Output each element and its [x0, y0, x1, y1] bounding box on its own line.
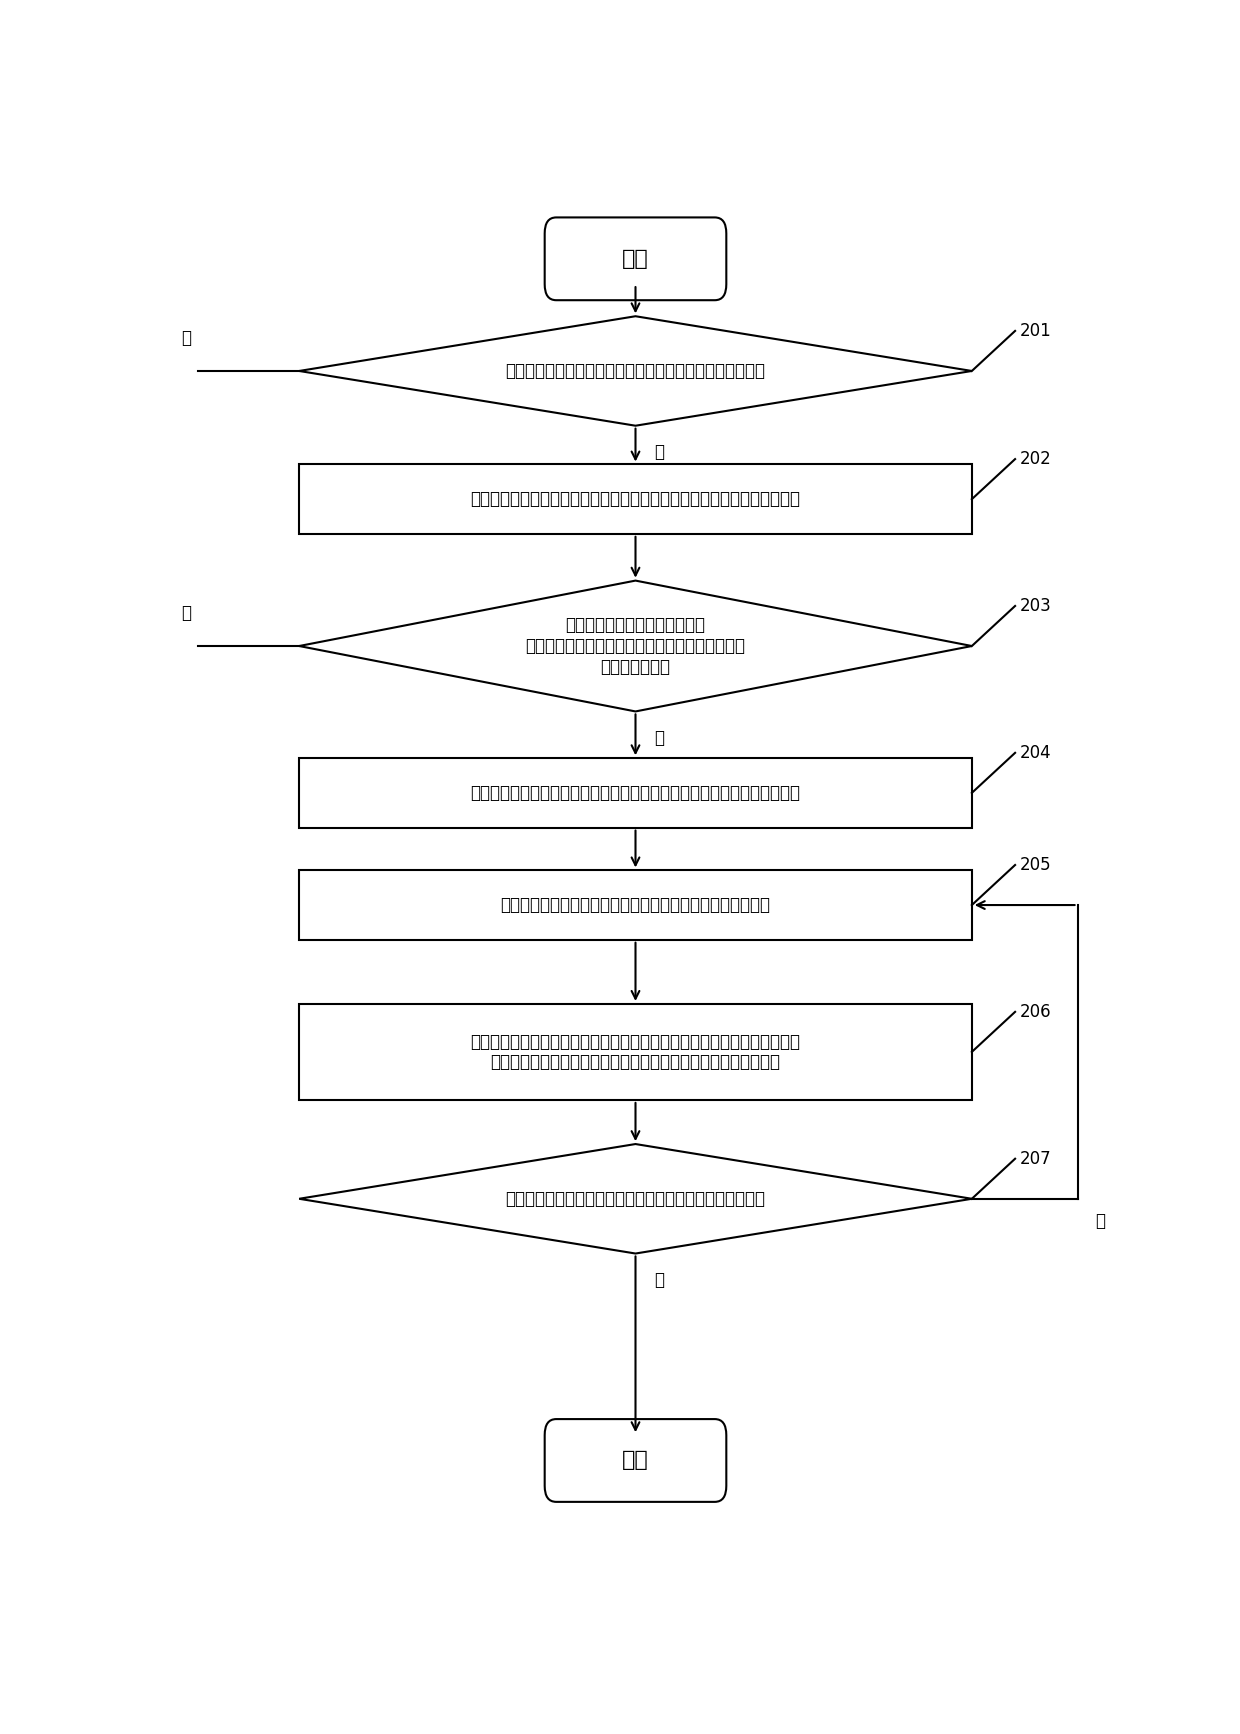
Bar: [299, 1004, 972, 1099]
Text: 结束: 结束: [622, 1450, 649, 1470]
Text: 203: 203: [1019, 596, 1052, 616]
Text: 205: 205: [1019, 857, 1052, 874]
Text: 当上述必要性参数表示目标人员
必须用药时，智能药箱感应智能药箱的感应范围内
是否有人员存在: 当上述必要性参数表示目标人员 必须用药时，智能药箱感应智能药箱的感应范围内 是否…: [526, 616, 745, 676]
Polygon shape: [299, 581, 972, 711]
Text: 智能药箱判断当前时刻与预先确定出的用药时刻是否相匹配: 智能药箱判断当前时刻与预先确定出的用药时刻是否相匹配: [506, 362, 765, 380]
Text: 智能药箱确定在用药时刻需要用药的目标人员在当前场景中所处的目标位置: 智能药箱确定在用药时刻需要用药的目标人员在当前场景中所处的目标位置: [470, 784, 801, 801]
Polygon shape: [299, 1144, 972, 1254]
Text: 202: 202: [1019, 451, 1052, 468]
Text: 否: 否: [1095, 1212, 1105, 1229]
Bar: [299, 870, 972, 940]
Text: 是: 是: [181, 603, 191, 623]
Text: 智能药箱检测是否接收到针对目标人员所需药品的取药指令: 智能药箱检测是否接收到针对目标人员所需药品的取药指令: [506, 1190, 765, 1209]
Text: 否: 否: [655, 728, 665, 747]
Text: 否: 否: [181, 329, 191, 347]
Text: 207: 207: [1019, 1150, 1052, 1167]
Text: 智能药箱确定在用药时刻需要用药的目标人员在用药时刻用药的必要性参数: 智能药箱确定在用药时刻需要用药的目标人员在用药时刻用药的必要性参数: [470, 491, 801, 508]
Text: 206: 206: [1019, 1002, 1052, 1021]
Text: 智能药箱执行移动控制操作以使智能药箱移动至上述目标位置: 智能药箱执行移动控制操作以使智能药箱移动至上述目标位置: [501, 896, 770, 914]
Text: 开始: 开始: [622, 248, 649, 269]
Polygon shape: [299, 316, 972, 427]
Text: 201: 201: [1019, 323, 1052, 340]
Text: 在执行移动控制操作的过程中若智能药箱的感应范围内感应到有人员存在，
智能药箱暂停执行移动控制操作，并输出针对目标人员的用药提醒: 在执行移动控制操作的过程中若智能药箱的感应范围内感应到有人员存在， 智能药箱暂停…: [470, 1032, 801, 1072]
Bar: [299, 465, 972, 534]
FancyBboxPatch shape: [544, 1418, 727, 1502]
Text: 是: 是: [655, 1271, 665, 1288]
FancyBboxPatch shape: [544, 217, 727, 300]
Text: 是: 是: [655, 444, 665, 461]
Text: 204: 204: [1019, 744, 1052, 761]
Bar: [299, 758, 972, 827]
